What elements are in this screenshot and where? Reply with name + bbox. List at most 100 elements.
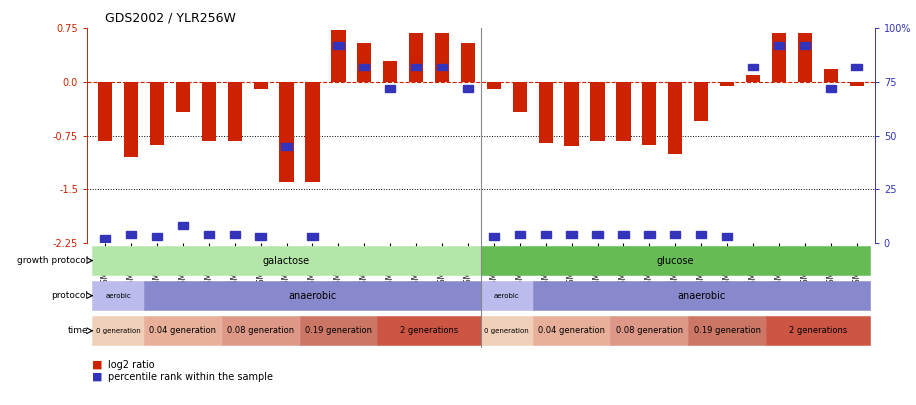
- Bar: [540, 231, 551, 238]
- Bar: [461, 43, 475, 82]
- Bar: [357, 43, 371, 82]
- Text: galactose: galactose: [263, 256, 311, 266]
- Bar: [227, 82, 242, 141]
- Text: aerobic: aerobic: [105, 293, 131, 298]
- Bar: [481, 281, 533, 310]
- Bar: [800, 42, 810, 49]
- Bar: [279, 82, 294, 182]
- Bar: [720, 82, 735, 86]
- Bar: [332, 30, 345, 82]
- Bar: [593, 231, 603, 238]
- Bar: [688, 316, 766, 345]
- Bar: [409, 33, 423, 82]
- Bar: [178, 222, 188, 229]
- Bar: [463, 85, 474, 92]
- Bar: [437, 64, 447, 70]
- Bar: [254, 82, 267, 89]
- Text: percentile rank within the sample: percentile rank within the sample: [108, 372, 273, 382]
- Bar: [98, 82, 113, 141]
- Bar: [616, 82, 630, 141]
- Bar: [825, 85, 836, 92]
- Text: 0.08 generation: 0.08 generation: [227, 326, 294, 335]
- Bar: [125, 231, 136, 238]
- Text: 0 generation: 0 generation: [96, 328, 140, 334]
- Bar: [564, 82, 579, 147]
- Bar: [150, 82, 164, 145]
- Bar: [746, 75, 760, 82]
- Bar: [533, 281, 869, 310]
- Text: log2 ratio: log2 ratio: [108, 360, 155, 369]
- Text: 0.04 generation: 0.04 generation: [149, 326, 216, 335]
- Bar: [333, 42, 344, 49]
- Bar: [93, 281, 144, 310]
- Bar: [481, 316, 533, 345]
- Bar: [300, 316, 377, 345]
- Bar: [230, 231, 240, 238]
- Text: 0 generation: 0 generation: [485, 328, 529, 334]
- Bar: [671, 231, 681, 238]
- Bar: [256, 233, 266, 240]
- Text: growth protocol: growth protocol: [16, 256, 88, 265]
- Bar: [772, 33, 786, 82]
- Bar: [202, 82, 216, 141]
- Bar: [798, 33, 812, 82]
- Text: ■: ■: [92, 372, 102, 382]
- Text: 0.19 generation: 0.19 generation: [305, 326, 372, 335]
- Text: time: time: [68, 326, 88, 335]
- Text: 2 generations: 2 generations: [789, 326, 847, 335]
- Bar: [566, 231, 577, 238]
- Bar: [100, 235, 110, 242]
- Text: 0.08 generation: 0.08 generation: [616, 326, 683, 335]
- Bar: [766, 316, 869, 345]
- Text: protocol: protocol: [51, 291, 88, 300]
- Text: anaerobic: anaerobic: [289, 291, 336, 301]
- Bar: [481, 246, 869, 275]
- Bar: [144, 281, 481, 310]
- Bar: [385, 85, 396, 92]
- Bar: [696, 231, 706, 238]
- Bar: [411, 64, 421, 70]
- Text: glucose: glucose: [657, 256, 694, 266]
- Bar: [222, 316, 300, 345]
- Text: ■: ■: [92, 360, 102, 369]
- Bar: [144, 316, 222, 345]
- Bar: [513, 82, 527, 112]
- Bar: [618, 231, 628, 238]
- Text: GDS2002 / YLR256W: GDS2002 / YLR256W: [105, 11, 236, 24]
- Text: 0.04 generation: 0.04 generation: [538, 326, 605, 335]
- Bar: [823, 69, 838, 82]
- Bar: [486, 82, 501, 89]
- Bar: [203, 231, 214, 238]
- Bar: [591, 82, 605, 141]
- Bar: [539, 82, 553, 143]
- Bar: [747, 64, 758, 70]
- Bar: [533, 316, 610, 345]
- Bar: [359, 64, 369, 70]
- Bar: [668, 82, 682, 153]
- Bar: [124, 82, 138, 157]
- Bar: [281, 143, 291, 150]
- Bar: [722, 233, 732, 240]
- Text: aerobic: aerobic: [494, 293, 519, 298]
- Bar: [435, 33, 449, 82]
- Bar: [176, 82, 190, 112]
- Bar: [93, 246, 481, 275]
- Bar: [774, 42, 784, 49]
- Text: anaerobic: anaerobic: [677, 291, 725, 301]
- Bar: [383, 61, 398, 82]
- Bar: [307, 233, 318, 240]
- Text: 2 generations: 2 generations: [400, 326, 458, 335]
- Bar: [849, 82, 864, 86]
- Bar: [152, 233, 162, 240]
- Text: 0.19 generation: 0.19 generation: [693, 326, 760, 335]
- Bar: [694, 82, 708, 122]
- Bar: [305, 82, 320, 182]
- Bar: [642, 82, 657, 145]
- Bar: [515, 231, 525, 238]
- Bar: [644, 231, 655, 238]
- Bar: [610, 316, 688, 345]
- Bar: [488, 233, 499, 240]
- Bar: [93, 316, 144, 345]
- Bar: [852, 64, 862, 70]
- Bar: [377, 316, 481, 345]
